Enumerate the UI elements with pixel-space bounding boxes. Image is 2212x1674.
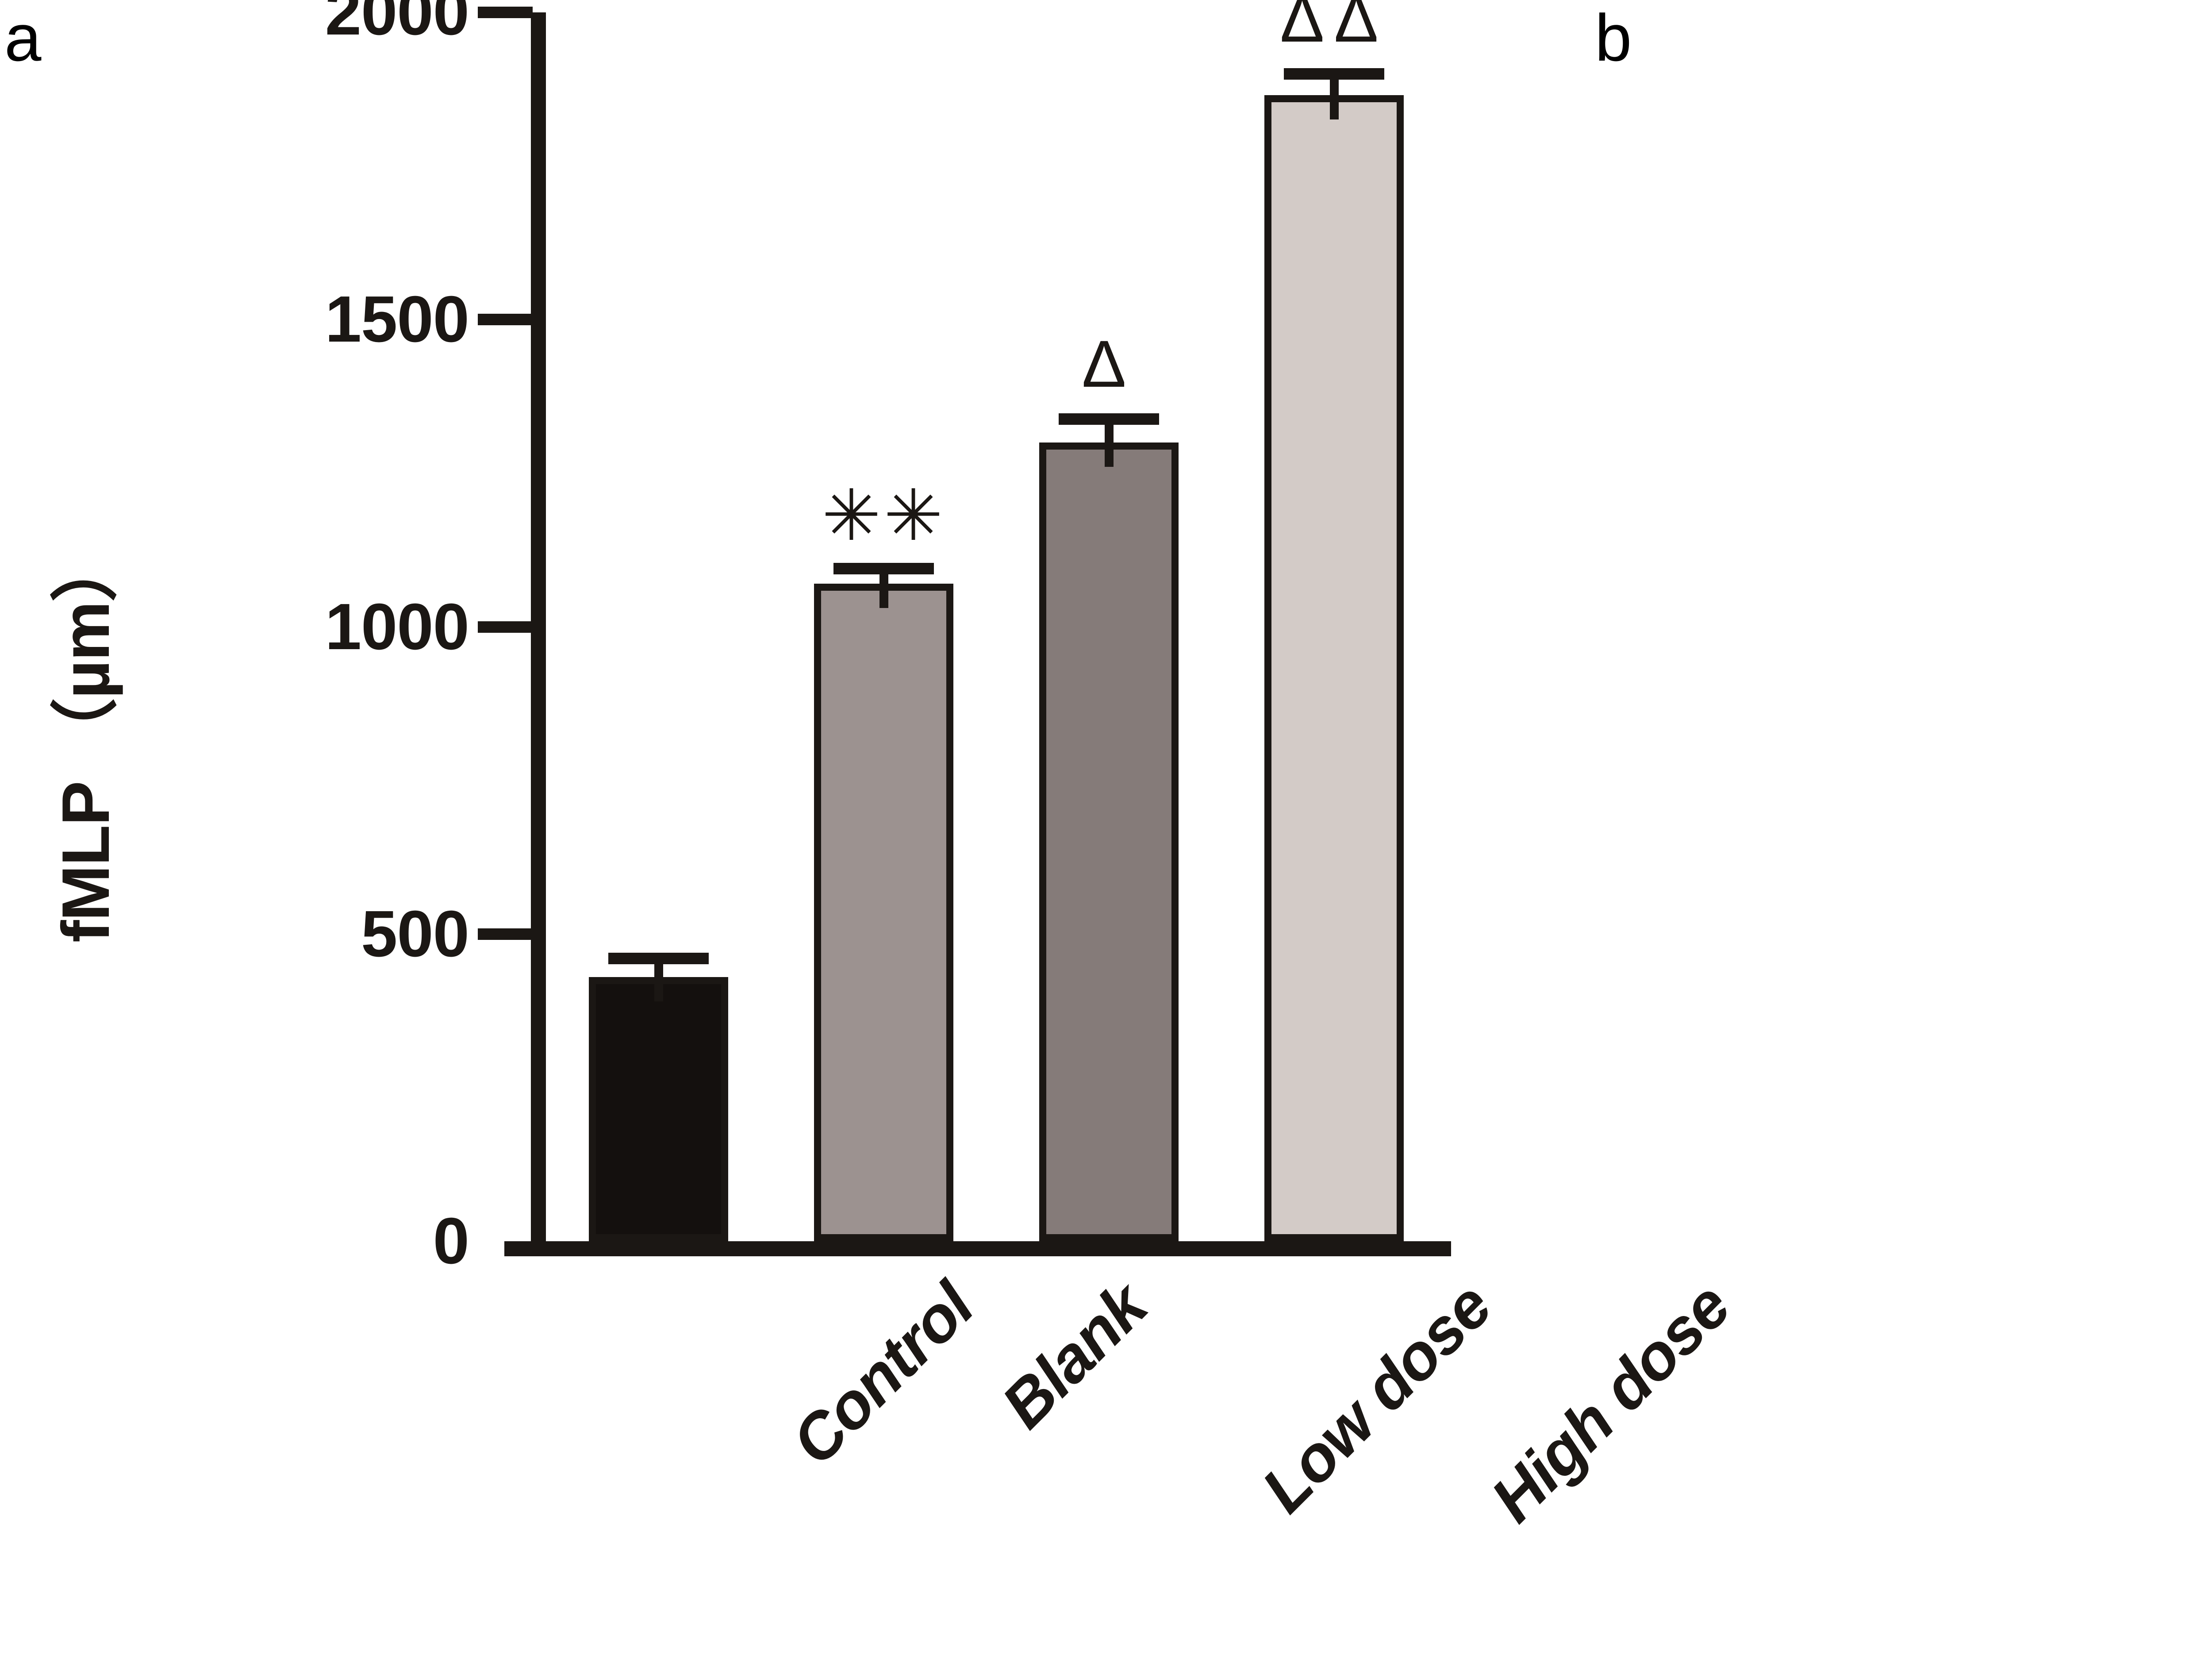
bar-high-dose[interactable] — [1264, 95, 1404, 1241]
error-bar-stem — [1329, 73, 1339, 120]
panel-b: b IL-8 （µm） 05001000150020002500Control✳… — [1575, 0, 2212, 1674]
error-bar-cap — [608, 953, 709, 965]
panel-a-plot-area: 0 500 1000 1500 2000 Control ✳✳ Blank Δ Low dose Δ… — [325, 0, 1743, 1535]
significance-marker: ✳✳ — [822, 475, 946, 555]
panel-b-letter: b — [1595, 0, 1632, 75]
y-axis-tick-label: 500 — [361, 897, 469, 970]
y-axis-tick — [478, 928, 533, 940]
x-axis-spine — [504, 1241, 1451, 1256]
bar-blank[interactable] — [814, 584, 954, 1241]
y-axis-tick — [478, 621, 533, 633]
significance-marker: Δ — [1082, 327, 1136, 401]
bar-low-dose[interactable] — [1039, 442, 1179, 1241]
panel-a: a fMLP （µm） 0 500 1000 1500 2000 Control ✳✳ Bla… — [4, 0, 1743, 1535]
error-bar-stem — [1104, 419, 1114, 467]
y-axis-spine — [531, 12, 546, 1256]
x-axis-tick-label-control: Control — [777, 1269, 987, 1478]
y-axis-tick-label: 0 — [433, 1205, 469, 1278]
x-axis-tick-label-blank: Blank — [987, 1269, 1160, 1442]
error-bar-cap — [1058, 413, 1160, 425]
error-bar-stem — [879, 568, 888, 608]
y-axis-tick-label: 1000 — [325, 590, 469, 663]
y-axis-tick — [478, 7, 533, 18]
y-axis-tick-label: 2000 — [325, 0, 469, 49]
bar-control[interactable] — [588, 977, 729, 1241]
y-axis-tick-label: 1500 — [325, 283, 469, 356]
significance-marker: ΔΔ — [1280, 0, 1388, 56]
panel-a-letter: a — [4, 0, 42, 75]
y-axis-tick — [478, 314, 533, 326]
x-axis-tick-label-low-dose: Low dose — [1248, 1269, 1505, 1526]
error-bar-cap — [833, 562, 934, 574]
error-bar-stem — [654, 958, 663, 1001]
error-bar-cap — [1283, 68, 1385, 80]
